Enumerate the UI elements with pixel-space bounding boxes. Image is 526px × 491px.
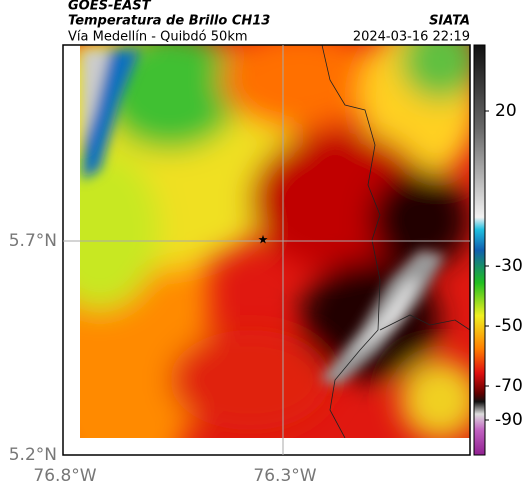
lat-label: 5.2°N bbox=[9, 445, 57, 465]
colorbar-label: -30 bbox=[495, 256, 523, 276]
lon-label: 76.3°W bbox=[253, 466, 316, 486]
map-frame bbox=[62, 44, 471, 456]
city-marker: ★ bbox=[258, 233, 269, 247]
colorbar-label: 20 bbox=[495, 101, 517, 121]
lat-label: 5.7°N bbox=[9, 231, 57, 251]
region: Vía Medellín - Quibdó 50km bbox=[68, 30, 248, 45]
datetime: 2024-03-16 22:19 bbox=[353, 30, 470, 45]
product-title: Temperatura de Brillo CH13 bbox=[68, 14, 270, 29]
colorbar-ticks: 20 -30 -50 -70 -90 bbox=[485, 101, 523, 430]
colorbar bbox=[473, 44, 486, 456]
lon-label: 76.8°W bbox=[33, 466, 96, 486]
colorbar-label: -90 bbox=[495, 410, 523, 430]
satellite: GOES-EAST bbox=[68, 0, 152, 14]
colorbar-label: -70 bbox=[495, 376, 523, 396]
source: SIATA bbox=[429, 14, 470, 29]
brightness-temperature-image bbox=[80, 45, 470, 438]
colorbar-label: -50 bbox=[495, 316, 523, 336]
